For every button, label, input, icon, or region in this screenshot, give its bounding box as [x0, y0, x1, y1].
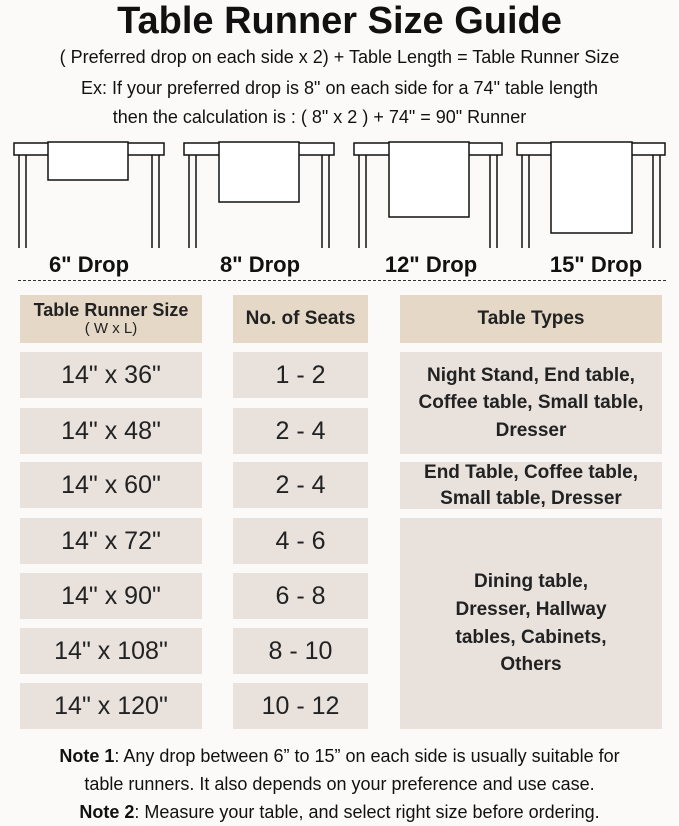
- seats-cell: 2 - 4: [233, 462, 368, 508]
- size-cell: 14" x 108": [20, 628, 202, 674]
- formula: ( Preferred drop on each side x 2) + Tab…: [59, 47, 620, 67]
- types-cell: Dining table, Dresser, Hallway tables, C…: [400, 518, 662, 729]
- seats-cell: 1 - 2: [233, 352, 368, 398]
- drop-label: 15" Drop: [549, 252, 643, 277]
- note-1-label: Note 1: [59, 746, 115, 766]
- divider: [18, 280, 666, 281]
- seats-cell: 6 - 8: [233, 573, 368, 619]
- note-2-text: : Measure your table, and select right s…: [134, 802, 600, 822]
- runner-6in: [47, 141, 129, 181]
- seats-cell: 2 - 4: [233, 408, 368, 454]
- note-2: Note 2: Measure your table, and select r…: [0, 802, 679, 823]
- note-1-text: : Any drop between 6” to 15” on each sid…: [114, 746, 620, 766]
- table-diagram-15in: [516, 141, 666, 248]
- drop-label: 12" Drop: [384, 252, 478, 277]
- page-title: Table Runner Size Guide: [117, 0, 562, 42]
- table-diagram-6in: [13, 141, 165, 248]
- seats-cell: 10 - 12: [233, 683, 368, 729]
- runner-15in: [550, 141, 633, 234]
- types-cell: Night Stand, End table, Coffee table, Sm…: [400, 352, 662, 454]
- types-cell: End Table, Coffee table, Small table, Dr…: [400, 462, 662, 509]
- header-size-sub: ( W x L): [84, 319, 138, 337]
- size-cell: 14" x 36": [20, 352, 202, 398]
- header-size: Table Runner Size ( W x L): [20, 295, 202, 343]
- table-diagram-12in: [353, 141, 503, 248]
- table-diagram-8in: [183, 141, 335, 248]
- header-size-label: Table Runner Size: [33, 299, 189, 320]
- note-1: Note 1: Any drop between 6” to 15” on ea…: [0, 746, 679, 767]
- runner-8in: [218, 141, 300, 203]
- example-line-2: then the calculation is : ( 8" x 2 ) + 7…: [112, 107, 527, 127]
- seats-cell: 4 - 6: [233, 518, 368, 564]
- note-2-label: Note 2: [79, 802, 135, 822]
- header-seats: No. of Seats: [233, 295, 368, 343]
- example-line-1: Ex: If your preferred drop is 8" on each…: [80, 78, 599, 98]
- size-cell: 14" x 90": [20, 573, 202, 619]
- drop-label: 8" Drop: [219, 252, 301, 277]
- drop-label: 6" Drop: [48, 252, 130, 277]
- note-1-cont: table runners. It also depends on your p…: [84, 774, 595, 794]
- size-cell: 14" x 60": [20, 462, 202, 508]
- size-cell: 14" x 72": [20, 518, 202, 564]
- seats-cell: 8 - 10: [233, 628, 368, 674]
- size-cell: 14" x 48": [20, 408, 202, 454]
- drop-diagrams: [13, 141, 666, 248]
- runner-12in: [388, 141, 470, 218]
- size-cell: 14" x 120": [20, 683, 202, 729]
- header-types: Table Types: [400, 295, 662, 343]
